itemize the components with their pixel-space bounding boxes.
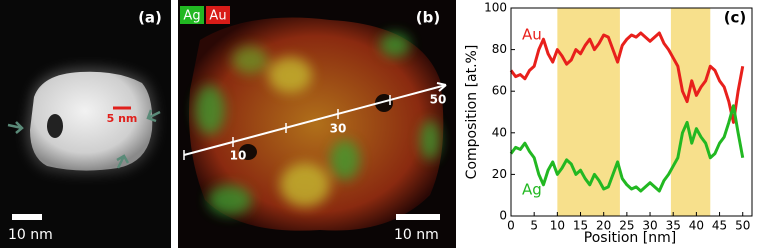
y-tick-label: 40 <box>492 125 507 139</box>
series-line <box>509 31 745 124</box>
y-tick-label: 100 <box>484 1 507 15</box>
line-label: 10 <box>230 149 247 163</box>
panel-label: (b) <box>416 9 440 27</box>
x-tick-label: 10 <box>550 219 565 233</box>
series-line <box>509 104 745 193</box>
line-label: 30 <box>330 122 347 136</box>
x-tick-label: 35 <box>666 219 681 233</box>
x-tick-label: 0 <box>507 219 515 233</box>
panel-c: Position [nm] Composition [at.%] 0 5 10 15 2… <box>464 1 753 246</box>
scale-bar-label: 10 nm <box>394 227 439 243</box>
panel-label: (c) <box>724 9 747 27</box>
x-tick-label: 45 <box>712 219 727 233</box>
x-tick-label: 30 <box>642 219 657 233</box>
y-tick-label: 60 <box>492 84 507 98</box>
shaded-region <box>670 8 711 216</box>
panel-b: Ag Au (b) 10 30 50 10 nm <box>178 0 456 248</box>
scale-bar-label: 10 nm <box>8 227 53 243</box>
y-tick-label: 0 <box>499 209 507 223</box>
x-axis-label: Position [nm] <box>584 230 676 246</box>
y-tick-label: 80 <box>492 42 507 56</box>
x-tick-label: 5 <box>530 219 538 233</box>
y-tick-label: 20 <box>492 167 507 181</box>
channel-label: Ag <box>183 9 200 24</box>
plot-frame <box>510 7 753 217</box>
panel-label: (a) <box>138 9 162 27</box>
channel-label: Au <box>209 9 226 24</box>
y-axis-label: Composition [at.%] <box>464 45 480 180</box>
x-tick-label: 50 <box>735 219 750 233</box>
x-tick-label: 40 <box>689 219 704 233</box>
x-tick-label: 20 <box>596 219 611 233</box>
series-label: Ag <box>522 181 542 199</box>
annotation: 5 nm <box>107 112 138 125</box>
panel-a: 5 nm (a) 10 nm <box>0 0 171 248</box>
series-label: Au <box>522 26 542 44</box>
x-tick-label: 25 <box>619 219 634 233</box>
x-tick-label: 15 <box>573 219 588 233</box>
line-label: 50 <box>430 93 447 107</box>
